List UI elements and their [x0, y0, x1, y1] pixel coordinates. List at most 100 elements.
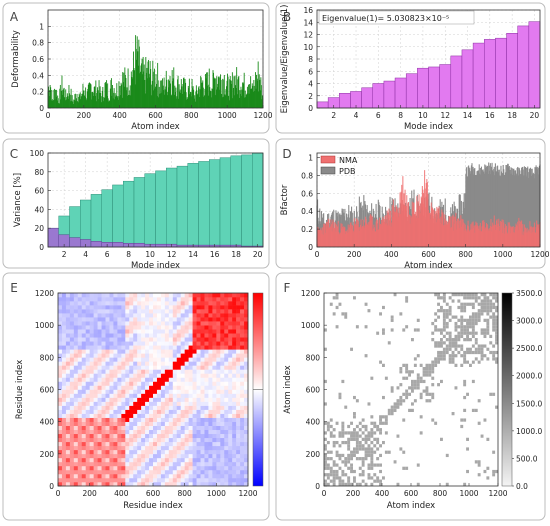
correlation-cell — [145, 369, 150, 374]
correlation-cell — [137, 337, 142, 342]
correlation-cell — [93, 441, 98, 447]
contact-cell — [480, 312, 484, 316]
correlation-cell — [216, 373, 221, 378]
correlation-cell — [188, 345, 193, 350]
correlation-cell — [109, 437, 114, 443]
correlation-cell — [172, 409, 178, 414]
correlation-cell — [93, 341, 98, 346]
correlation-cell — [160, 373, 166, 378]
contact-cell — [492, 305, 496, 310]
contact-cell — [428, 366, 432, 371]
correlation-cell — [133, 481, 138, 487]
contact-cell — [341, 440, 345, 445]
correlation-cell — [153, 477, 158, 483]
correlation-cell — [133, 453, 138, 459]
contact-cell — [358, 434, 362, 438]
correlation-cell — [113, 429, 118, 435]
correlation-cell — [232, 381, 237, 386]
correlation-cell — [58, 293, 63, 298]
correlation-cell — [141, 409, 146, 414]
correlation-cell — [121, 417, 126, 422]
correlation-cell — [73, 429, 79, 435]
correlation-cell — [188, 293, 193, 298]
contact-cell — [471, 302, 475, 306]
annotation-box — [318, 10, 475, 25]
contact-cell — [495, 469, 498, 474]
correlation-cell — [180, 453, 185, 459]
contact-cell — [471, 350, 475, 355]
correlation-cell — [204, 365, 209, 370]
contact-cell — [367, 437, 371, 441]
correlation-cell — [61, 437, 67, 443]
correlation-cell — [224, 365, 229, 370]
correlation-cell — [109, 337, 114, 342]
correlation-cell — [168, 425, 174, 431]
correlation-cell — [105, 309, 110, 314]
correlation-cell — [200, 345, 205, 350]
correlation-cell — [236, 373, 241, 378]
correlation-cell — [184, 409, 189, 414]
correlation-cell — [85, 329, 90, 334]
correlation-cell — [69, 401, 75, 406]
correlation-cell — [200, 413, 205, 418]
contact-cell — [483, 354, 487, 358]
contact-cell — [338, 431, 342, 435]
correlation-cell — [117, 321, 122, 326]
correlation-cell — [145, 393, 150, 398]
panel-border — [275, 272, 546, 521]
contact-cell — [399, 383, 403, 387]
contact-cell — [353, 412, 356, 416]
correlation-cell — [77, 297, 83, 302]
correlation-cell — [141, 389, 146, 394]
correlation-cell — [65, 333, 71, 338]
correlation-cell — [89, 353, 94, 358]
correlation-cell — [129, 377, 134, 382]
correlation-cell — [109, 341, 114, 346]
correlation-cell — [58, 381, 63, 386]
contact-cell — [445, 331, 449, 335]
correlation-cell — [168, 297, 174, 302]
correlation-cell — [212, 409, 217, 414]
contact-cell — [382, 331, 385, 335]
correlation-cell — [58, 345, 63, 350]
correlation-cell — [101, 413, 106, 418]
correlation-cell — [156, 353, 162, 358]
contact-cell — [329, 418, 333, 422]
correlation-cell — [164, 325, 170, 330]
correlation-cell — [97, 473, 102, 479]
correlation-cell — [129, 365, 134, 370]
correlation-cell — [216, 341, 221, 346]
contact-cell — [324, 328, 327, 332]
contact-cell — [457, 331, 461, 335]
correlation-cell — [220, 333, 225, 338]
correlation-cell — [141, 329, 146, 334]
correlation-cell — [153, 297, 158, 302]
correlation-cell — [121, 309, 126, 314]
correlation-cell — [176, 365, 182, 370]
correlation-cell — [81, 297, 87, 302]
correlation-cell — [196, 417, 201, 422]
correlation-cell — [220, 389, 225, 394]
x-tick-label: 600 — [421, 250, 436, 259]
correlation-cell — [228, 341, 233, 346]
correlation-cell — [160, 385, 166, 390]
correlation-cell — [73, 445, 79, 451]
correlation-cell — [244, 357, 249, 362]
correlation-cell — [141, 461, 146, 467]
correlation-cell — [61, 413, 67, 418]
contact-cell — [329, 434, 333, 438]
correlation-cell — [164, 417, 170, 422]
correlation-cell — [65, 409, 71, 414]
correlation-cell — [156, 433, 162, 439]
correlation-cell — [117, 477, 122, 483]
correlation-cell — [101, 385, 106, 390]
correlation-cell — [149, 301, 154, 306]
correlation-cell — [93, 365, 98, 370]
correlation-cell — [125, 313, 130, 318]
correlation-cell — [180, 297, 185, 302]
correlation-cell — [228, 437, 233, 443]
correlation-cell — [101, 465, 106, 471]
correlation-cell — [61, 301, 67, 306]
correlation-cell — [188, 461, 193, 467]
correlation-cell — [58, 393, 63, 398]
